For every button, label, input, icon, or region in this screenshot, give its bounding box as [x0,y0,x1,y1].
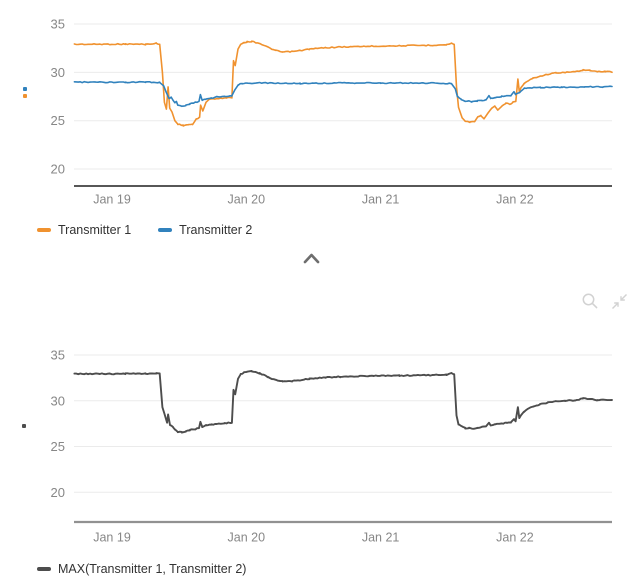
legend-swatch-transmitter-1 [37,228,51,232]
x-tick-label: Jan 22 [496,193,534,207]
legend-label-transmitter-1: Transmitter 1 [58,223,132,237]
legend-swatch-max [37,567,51,571]
bottom-chart-legend: MAX(Transmitter 1, Transmitter 2) [37,562,273,576]
x-tick-label: Jan 19 [93,531,131,545]
legend-item-transmitter-2[interactable]: Transmitter 2 [158,223,252,237]
zoom-magnifier-icon[interactable] [579,290,601,312]
plot-area-bottom[interactable] [74,345,612,522]
series-indicator-dot-transmitter-1 [23,94,27,98]
legend-label-max: MAX(Transmitter 1, Transmitter 2) [58,562,247,576]
y-tick-label: 30 [51,393,65,408]
top-chart-legend: Transmitter 1 Transmitter 2 [37,223,279,237]
chevron-up-icon [301,253,322,272]
y-tick-label: 20 [51,162,65,177]
plot-area-top[interactable] [74,14,612,186]
y-tick-label: 25 [51,439,65,454]
x-tick-label: Jan 19 [93,193,131,207]
y-tick-label: 20 [51,485,65,500]
x-tick-label: Jan 21 [362,531,400,545]
y-tick-label: 25 [51,113,65,128]
y-tick-label: 30 [51,65,65,80]
legend-swatch-transmitter-2 [158,228,173,232]
x-tick-label: Jan 20 [228,193,266,207]
series-line-transmitter-1 [73,40,613,127]
y-tick-label: 35 [51,348,65,363]
series-line-max-transmitter-1-transmitter-2 [73,370,613,434]
series-indicator-dot-transmitter-2 [23,87,27,91]
series-line-transmitter-2 [73,80,613,108]
legend-item-transmitter-1[interactable]: Transmitter 1 [37,223,131,237]
legend-item-max[interactable]: MAX(Transmitter 1, Transmitter 2) [37,562,246,576]
bottom-chart-toolbar [572,290,630,312]
x-tick-label: Jan 20 [228,531,266,545]
x-tick-label: Jan 22 [496,531,534,545]
collapse-arrows-icon[interactable] [608,290,630,312]
y-tick-label: 35 [51,17,65,32]
x-tick-label: Jan 21 [362,193,400,207]
collapse-panel-button[interactable] [301,249,322,269]
legend-label-transmitter-2: Transmitter 2 [179,223,253,237]
series-indicator-dot-max [22,424,26,428]
